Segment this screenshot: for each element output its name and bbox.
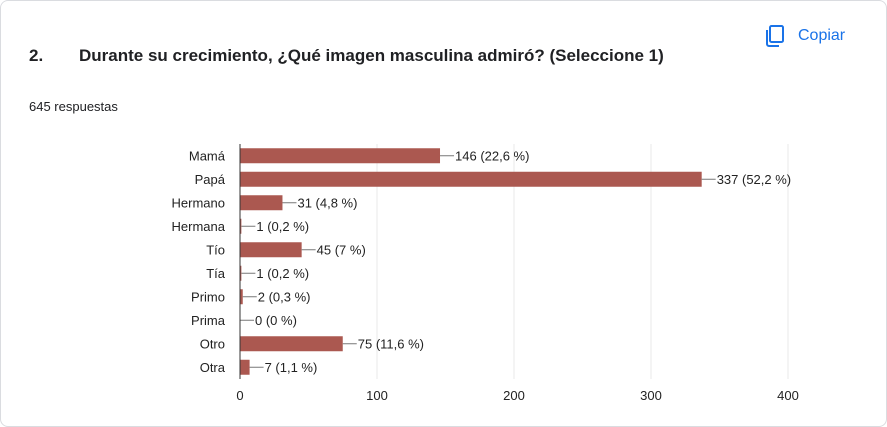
- bar: [240, 218, 242, 234]
- data-label: 7 (1,1 %): [265, 360, 318, 375]
- question-number: 2.: [29, 46, 44, 65]
- bar: [240, 359, 250, 375]
- bar: [240, 171, 702, 187]
- category-label: Papá: [195, 172, 226, 187]
- category-label: Tío: [206, 242, 225, 257]
- data-label: 2 (0,3 %): [258, 289, 311, 304]
- bar: [240, 265, 242, 281]
- data-label: 0 (0 %): [255, 313, 297, 328]
- category-label: Otro: [200, 336, 225, 351]
- data-label: 1 (0,2 %): [256, 219, 309, 234]
- data-label: 31 (4,8 %): [297, 195, 357, 210]
- bar: [240, 289, 243, 305]
- x-tick-label: 0: [236, 388, 243, 403]
- data-label: 45 (7 %): [317, 242, 366, 257]
- category-label: Hermano: [172, 195, 225, 210]
- x-tick-label: 100: [366, 388, 388, 403]
- x-tick-label: 200: [503, 388, 525, 403]
- data-label: 1 (0,2 %): [256, 266, 309, 281]
- data-label: 75 (11,6 %): [358, 336, 424, 351]
- category-label: Mamá: [189, 148, 226, 163]
- bar: [240, 148, 441, 164]
- bar: [240, 195, 283, 211]
- category-label: Hermana: [172, 219, 226, 234]
- response-count: 645 respuestas: [29, 99, 118, 114]
- category-label: Tía: [206, 266, 226, 281]
- x-tick-label: 400: [777, 388, 799, 403]
- question-title: Durante su crecimiento, ¿Qué imagen masc…: [79, 46, 664, 65]
- copy-button[interactable]: Copiar: [763, 19, 845, 53]
- data-label: 146 (22,6 %): [455, 148, 529, 163]
- x-tick-label: 300: [640, 388, 662, 403]
- copy-icon: [766, 25, 784, 47]
- copy-label: Copiar: [798, 27, 846, 44]
- category-label: Prima: [191, 313, 226, 328]
- category-label: Otra: [200, 360, 226, 375]
- bar: [240, 242, 302, 258]
- data-label: 337 (52,2 %): [717, 172, 791, 187]
- category-label: Primo: [191, 289, 225, 304]
- bar: [240, 336, 343, 352]
